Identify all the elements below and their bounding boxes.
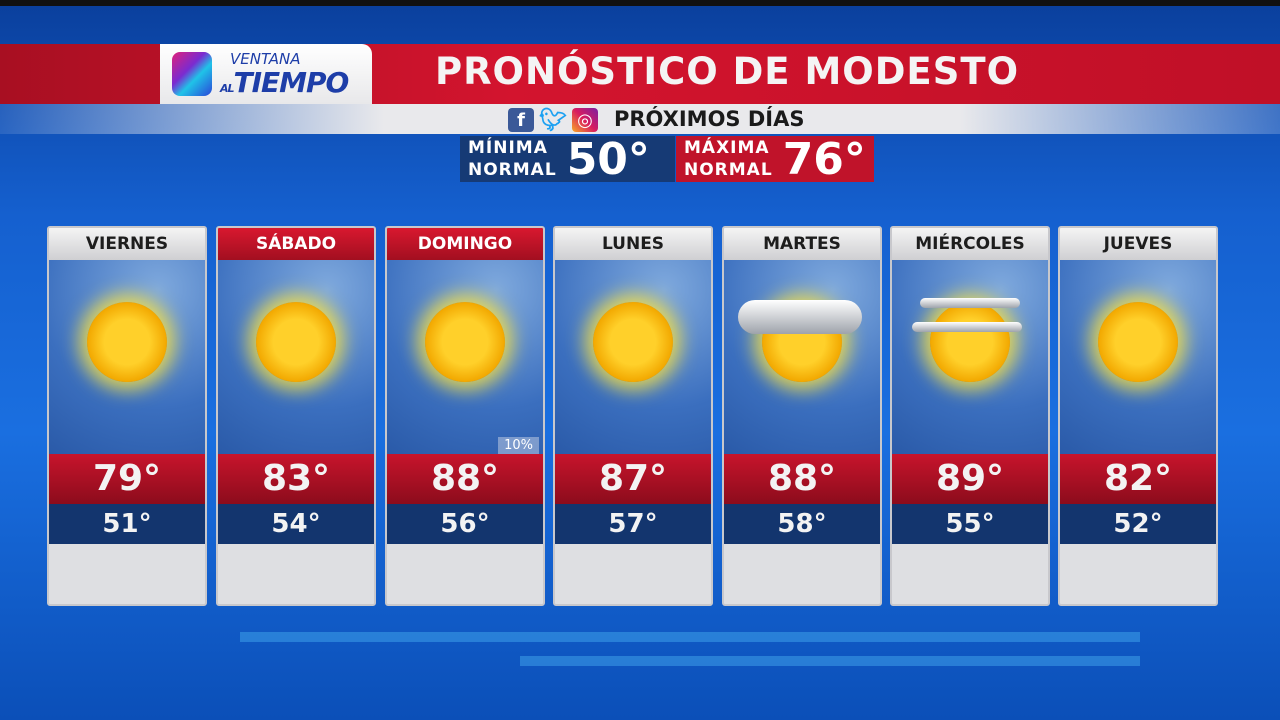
high-temp: 79°	[49, 454, 205, 504]
low-temp: 55°	[892, 504, 1048, 544]
sun-icon	[593, 302, 673, 382]
sun-icon	[425, 302, 505, 382]
sun-icon	[930, 302, 1010, 382]
day-name: LUNES	[555, 228, 711, 260]
forecast-day-card: MARTES 88° 58°	[722, 226, 882, 606]
high-temp: 83°	[218, 454, 374, 504]
forecast-day-card: LUNES 87° 57°	[553, 226, 713, 606]
low-temp: 51°	[49, 504, 205, 544]
normal-min: MÍNIMA NORMAL 50°	[460, 133, 675, 185]
day-name: DOMINGO	[387, 228, 543, 260]
subtitle: PRÓXIMOS DÍAS	[614, 107, 805, 131]
normal-max: MÁXIMA NORMAL 76°	[676, 133, 874, 185]
cloud-icon	[920, 298, 1020, 308]
low-temp: 52°	[1060, 504, 1216, 544]
cloud-icon	[912, 322, 1022, 332]
day-name: MIÉRCOLES	[892, 228, 1048, 260]
low-temp: 58°	[724, 504, 880, 544]
sunny-icon	[1060, 260, 1216, 454]
ventana-al-tiempo-logo: VENTANA ALTIEMPO	[160, 44, 372, 104]
day-name: SÁBADO	[218, 228, 374, 260]
precip-chance: 10%	[498, 437, 539, 454]
subtitle-band	[0, 104, 1280, 134]
forecast-day-card: JUEVES 82° 52°	[1058, 226, 1218, 606]
partly-cloudy-icon	[724, 260, 880, 454]
sun-high-clouds-icon	[892, 260, 1048, 454]
logo-line2: ALTIEMPO	[220, 66, 349, 99]
day-name: JUEVES	[1060, 228, 1216, 260]
high-temp: 89°	[892, 454, 1048, 504]
high-temp: 87°	[555, 454, 711, 504]
day-name: MARTES	[724, 228, 880, 260]
top-bar	[0, 0, 1280, 6]
forecast-day-card: MIÉRCOLES 89° 55°	[890, 226, 1050, 606]
cloud-icon	[738, 300, 862, 334]
decor-stripe	[240, 632, 1140, 642]
low-temp: 54°	[218, 504, 374, 544]
decor-stripe	[520, 656, 1140, 666]
sun-icon	[1098, 302, 1178, 382]
sun-icon	[87, 302, 167, 382]
low-temp: 57°	[555, 504, 711, 544]
high-temp: 82°	[1060, 454, 1216, 504]
normal-max-value: 76°	[782, 133, 866, 185]
page-title: PRONÓSTICO DE MODESTO	[434, 50, 1020, 93]
day-name: VIERNES	[49, 228, 205, 260]
forecast-day-card: DOMINGO 10% 88° 56°	[385, 226, 545, 606]
high-temp: 88°	[724, 454, 880, 504]
logo-line1: VENTANA	[230, 50, 301, 68]
low-temp: 56°	[387, 504, 543, 544]
instagram-icon: ◎	[572, 108, 598, 132]
social-icons: f 🐦︎ ◎	[508, 107, 598, 133]
normal-min-value: 50°	[566, 133, 650, 185]
forecast-day-card: SÁBADO 83° 54°	[216, 226, 376, 606]
sunny-icon: 10%	[387, 260, 543, 454]
sun-icon	[256, 302, 336, 382]
forecast-day-card: VIERNES 79° 51°	[47, 226, 207, 606]
twitter-icon: 🐦︎	[539, 107, 567, 133]
univision-logo-icon	[172, 52, 212, 96]
sunny-icon	[218, 260, 374, 454]
high-temp: 88°	[387, 454, 543, 504]
sunny-icon	[49, 260, 205, 454]
sunny-icon	[555, 260, 711, 454]
facebook-icon: f	[508, 108, 534, 132]
